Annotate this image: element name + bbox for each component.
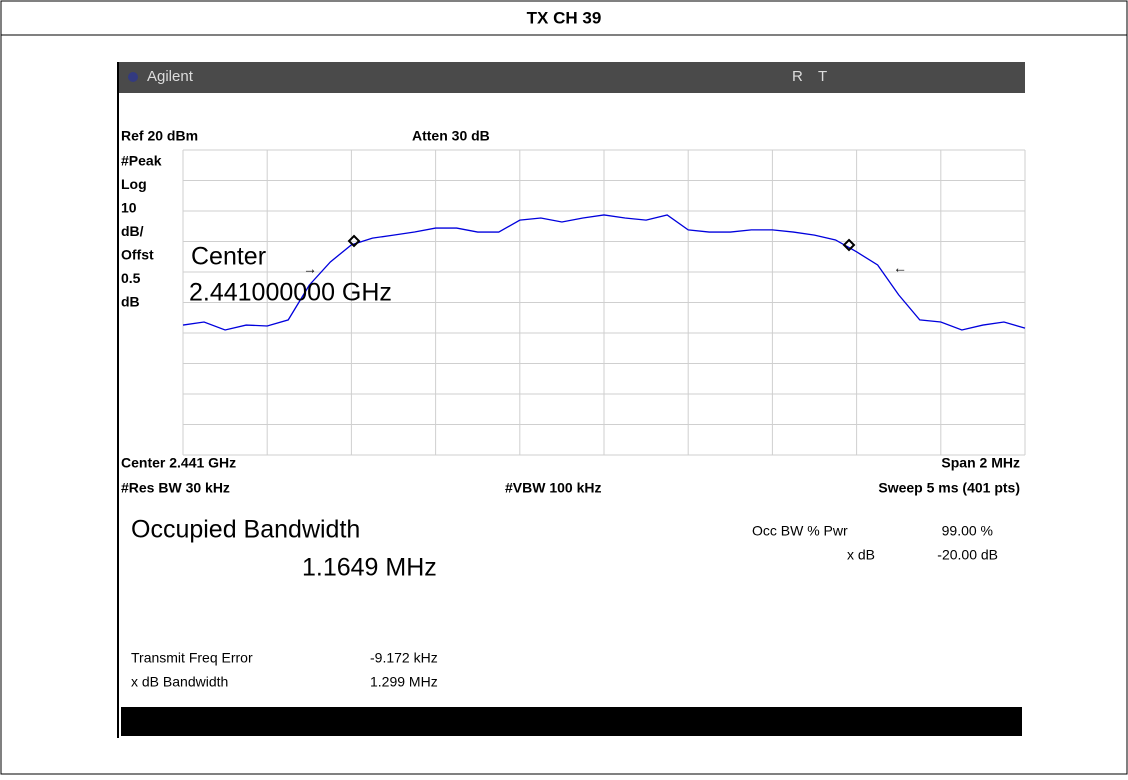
status: T: [818, 68, 827, 85]
rbw: #Res BW 30 kHz: [121, 480, 230, 496]
trace: [182, 214, 1026, 331]
xdb-label: x dB: [847, 547, 875, 563]
span: Span 2 MHz: [941, 455, 1020, 471]
side-label: dB: [121, 294, 140, 310]
side-label: Offst: [121, 247, 154, 263]
occ-value: 1.1649 MHz: [302, 554, 437, 582]
top-bar: [119, 62, 1025, 93]
xdb-bw-label: x dB Bandwidth: [131, 674, 228, 690]
vbw: #VBW 100 kHz: [505, 480, 601, 496]
sweep: Sweep 5 ms (401 pts): [878, 480, 1020, 496]
side-label: 10: [121, 200, 137, 216]
side-labels: #Peak Log 10 dB/Offst 0.5 dB: [121, 153, 162, 310]
side-label: Log: [121, 176, 147, 192]
logo: [128, 72, 138, 82]
plot: [182, 214, 1026, 331]
arrow: →: [303, 261, 317, 277]
freq-err-label: Transmit Freq Error: [131, 650, 253, 666]
side-label: #Peak: [121, 153, 162, 169]
brand: Agilent: [147, 68, 194, 85]
xdb-value: -20.00 dB: [937, 547, 998, 563]
screen: [118, 62, 1025, 738]
atten: Atten 30 dB: [412, 128, 490, 144]
ref-level: Ref 20 dBm: [121, 128, 198, 144]
arrow: ←: [893, 260, 907, 276]
occ-title: Occupied Bandwidth: [131, 516, 360, 544]
side-label: dB/: [121, 223, 144, 239]
freq-err-value: -9.172 kHz: [370, 650, 438, 666]
grid: [182, 149, 1026, 456]
bottom-bar: [119, 705, 1024, 738]
marker: [347, 234, 361, 248]
marker-freq: 2.441000000 GHz: [189, 279, 392, 307]
status: R: [792, 68, 803, 85]
occ-pwr-value: 99.00 %: [942, 523, 993, 539]
side-label: 0.5: [121, 270, 141, 286]
xdb-bw-value: 1.299 MHz: [370, 674, 438, 690]
title: TX CH 39: [527, 8, 602, 27]
occ-pwr-label: Occ BW % Pwr: [752, 523, 848, 539]
marker-label: Center: [191, 243, 266, 271]
marker: [842, 238, 856, 252]
center: Center 2.441 GHz: [121, 455, 236, 471]
